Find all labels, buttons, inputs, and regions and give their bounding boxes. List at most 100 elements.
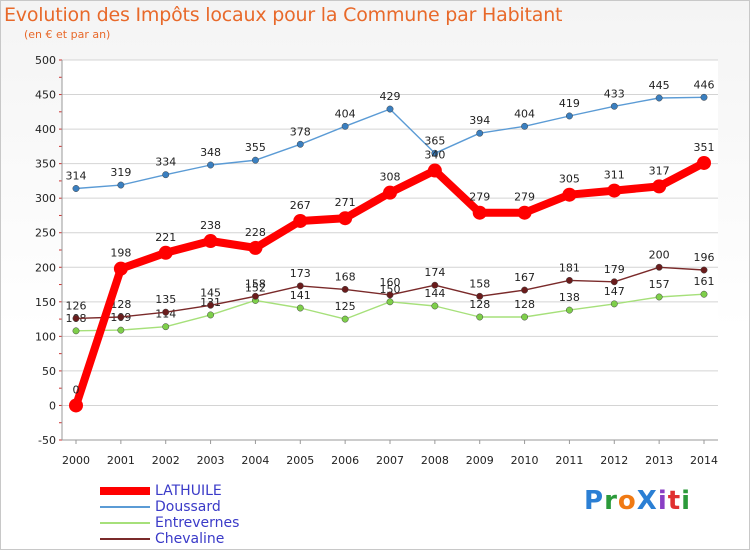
- y-tick-label: 0: [49, 399, 56, 412]
- data-label-chevaline: 128: [110, 298, 131, 311]
- data-label-doussard: 319: [110, 166, 131, 179]
- point-chevaline: [431, 281, 439, 289]
- x-tick-label: 2012: [600, 454, 628, 467]
- x-tick-label: 2002: [152, 454, 180, 467]
- point-lathuile: [203, 234, 218, 249]
- data-label-chevaline: 167: [514, 271, 535, 284]
- point-entrevernes: [72, 327, 80, 335]
- point-lathuile: [248, 240, 263, 255]
- x-tick-label: 2013: [645, 454, 673, 467]
- y-tick-label: 500: [35, 54, 56, 67]
- point-chevaline: [72, 314, 80, 322]
- data-label-doussard: 348: [200, 146, 221, 159]
- point-lathuile: [293, 213, 308, 228]
- point-lathuile: [427, 163, 442, 178]
- point-doussard: [117, 181, 125, 189]
- data-label-lathuile: 351: [694, 141, 715, 154]
- data-label-entrevernes: 161: [694, 275, 715, 288]
- logo-letter: t: [667, 486, 682, 516]
- point-chevaline: [341, 285, 349, 293]
- point-doussard: [565, 112, 573, 120]
- point-doussard: [610, 102, 618, 110]
- x-tick-label: 2010: [511, 454, 539, 467]
- point-doussard: [655, 94, 663, 102]
- logo-letter: r: [604, 486, 618, 516]
- point-doussard: [341, 122, 349, 130]
- y-tick-label: 350: [35, 158, 56, 171]
- data-label-doussard: 419: [559, 97, 580, 110]
- point-lathuile: [607, 183, 622, 198]
- y-tick-label: 100: [35, 330, 56, 343]
- data-label-chevaline: 160: [380, 276, 401, 289]
- data-label-lathuile: 279: [469, 191, 490, 204]
- point-lathuile: [652, 179, 667, 194]
- data-label-doussard: 314: [66, 170, 87, 183]
- logo-letter: P: [584, 486, 605, 516]
- x-tick-label: 2004: [241, 454, 269, 467]
- point-doussard: [476, 129, 484, 137]
- point-entrevernes: [117, 326, 125, 334]
- data-label-entrevernes: 147: [604, 285, 625, 298]
- point-doussard: [251, 156, 259, 164]
- data-label-chevaline: 145: [200, 286, 221, 299]
- point-doussard: [207, 161, 215, 169]
- point-lathuile: [472, 205, 487, 220]
- y-tick-label: 400: [35, 123, 56, 136]
- data-label-doussard: 404: [335, 107, 356, 120]
- data-label-lathuile: 228: [245, 226, 266, 239]
- chart-subtitle: (en € et par an): [24, 28, 111, 41]
- point-doussard: [162, 171, 170, 179]
- y-tick-label: -50: [38, 434, 56, 447]
- point-lathuile: [383, 185, 397, 200]
- point-entrevernes: [610, 300, 618, 308]
- point-lathuile: [697, 155, 711, 170]
- y-tick-label: 50: [42, 365, 56, 378]
- proxiti-logo: ProXiti: [584, 486, 691, 516]
- point-entrevernes: [207, 311, 215, 319]
- legend-label: Entrevernes: [155, 515, 240, 531]
- x-tick-label: 2006: [331, 454, 359, 467]
- data-label-lathuile: 271: [335, 196, 356, 209]
- point-lathuile: [562, 187, 577, 202]
- y-tick-label: 250: [35, 227, 56, 240]
- point-lathuile: [158, 245, 173, 260]
- data-label-entrevernes: 128: [514, 298, 535, 311]
- data-label-lathuile: 340: [424, 149, 445, 162]
- x-tick-label: 2003: [197, 454, 225, 467]
- data-label-lathuile: 308: [380, 171, 401, 184]
- point-entrevernes: [386, 298, 394, 306]
- point-entrevernes: [296, 304, 304, 312]
- x-tick-label: 2005: [286, 454, 314, 467]
- x-tick-label: 2008: [421, 454, 449, 467]
- data-label-lathuile: 311: [604, 169, 625, 182]
- point-chevaline: [610, 278, 618, 286]
- point-doussard: [431, 149, 439, 157]
- point-doussard: [700, 93, 708, 101]
- point-chevaline: [565, 276, 573, 284]
- point-entrevernes: [341, 315, 349, 323]
- x-tick-label: 2007: [376, 454, 404, 467]
- point-chevaline: [655, 263, 663, 271]
- data-label-lathuile: 267: [290, 199, 311, 212]
- data-label-chevaline: 200: [649, 248, 670, 261]
- data-label-chevaline: 173: [290, 267, 311, 280]
- point-chevaline: [251, 292, 259, 300]
- x-tick-label: 2000: [62, 454, 90, 467]
- point-lathuile: [338, 211, 353, 226]
- data-label-chevaline: 158: [469, 277, 490, 290]
- point-entrevernes: [565, 306, 573, 314]
- y-tick-label: 200: [35, 261, 56, 274]
- point-chevaline: [521, 286, 529, 294]
- legend-swatch: [100, 506, 150, 508]
- data-label-doussard: 446: [694, 78, 715, 91]
- logo-letter: i: [657, 486, 668, 516]
- point-lathuile: [517, 205, 532, 220]
- data-label-lathuile: 0: [73, 383, 80, 396]
- point-chevaline: [296, 282, 304, 290]
- point-lathuile: [113, 261, 128, 276]
- data-label-chevaline: 168: [335, 270, 356, 283]
- data-label-chevaline: 181: [559, 261, 580, 274]
- data-label-chevaline: 179: [604, 263, 625, 276]
- point-chevaline: [207, 301, 215, 309]
